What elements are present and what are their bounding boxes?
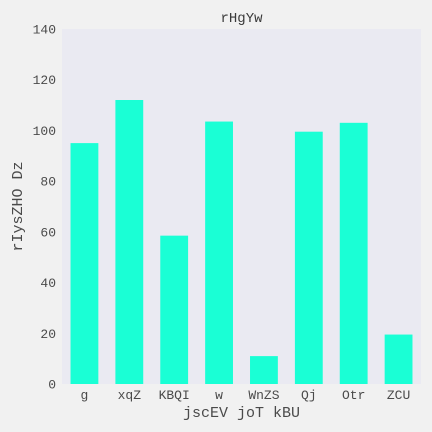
bar-g — [70, 143, 99, 384]
x-tick-label: WnZS — [248, 388, 279, 403]
x-tick-label: w — [215, 388, 223, 403]
x-tick-label: xqZ — [118, 388, 142, 403]
bar-xqZ — [115, 100, 144, 384]
x-tick-label: Qj — [301, 388, 317, 403]
y-tick-label: 140 — [33, 23, 56, 38]
x-axis-ticks: g xqZ KBQI w WnZS Qj Otr ZCU — [81, 388, 411, 403]
x-tick-label: Otr — [342, 388, 365, 403]
x-tick-label: ZCU — [387, 388, 410, 403]
x-tick-label: KBQI — [159, 388, 190, 403]
x-axis-title: jscEV joT kBU — [183, 405, 300, 422]
bar-Qj — [294, 131, 323, 384]
x-tick-label: g — [81, 388, 89, 403]
bar-KBQI — [160, 235, 189, 384]
y-tick-label: 120 — [33, 73, 56, 88]
bar-WnZS — [250, 356, 278, 384]
y-axis-ticks: 0 20 40 60 80 100 120 140 — [33, 23, 56, 393]
y-tick-label: 40 — [40, 276, 56, 291]
bars-group — [70, 100, 413, 385]
y-axis-title: rIysZHO Dz — [10, 161, 27, 251]
y-tick-label: 60 — [40, 225, 56, 240]
y-tick-label: 100 — [33, 124, 56, 139]
y-tick-label: 0 — [48, 378, 56, 393]
bar-Otr — [339, 122, 368, 385]
bar-w — [205, 121, 233, 384]
y-tick-label: 80 — [40, 175, 56, 190]
bar-ZCU — [384, 334, 413, 384]
chart-title: rHgYw — [220, 11, 263, 27]
y-tick-label: 20 — [40, 327, 56, 342]
